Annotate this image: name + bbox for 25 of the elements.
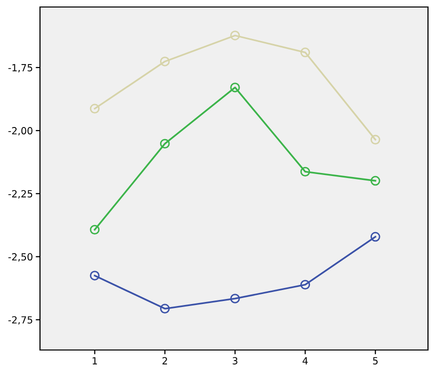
point	[160, 138, 170, 149]
point	[90, 270, 100, 280]
point	[370, 176, 380, 186]
point	[230, 82, 240, 92]
x-tick-label: 5	[373, 357, 378, 364]
point	[300, 48, 310, 58]
y-tick-label: -2,75	[8, 316, 32, 325]
x-tick-label: 2	[162, 357, 168, 364]
y-tick-label: -1,75	[8, 64, 32, 72]
y-tick-label: -2,50	[8, 253, 32, 262]
x-tick-label: 1	[92, 357, 97, 364]
point	[300, 166, 310, 177]
point	[370, 134, 380, 145]
point	[160, 304, 170, 314]
y-tick-label: -2,00	[8, 127, 32, 136]
x-tick-label: 3	[232, 357, 238, 364]
point	[370, 232, 380, 242]
x-tick-label: 4	[302, 357, 308, 364]
point	[90, 224, 100, 235]
point	[300, 280, 310, 290]
point	[230, 294, 240, 304]
y-tick-label: -2,25	[8, 190, 32, 198]
point	[160, 56, 170, 66]
point	[230, 30, 240, 40]
point	[90, 104, 100, 114]
